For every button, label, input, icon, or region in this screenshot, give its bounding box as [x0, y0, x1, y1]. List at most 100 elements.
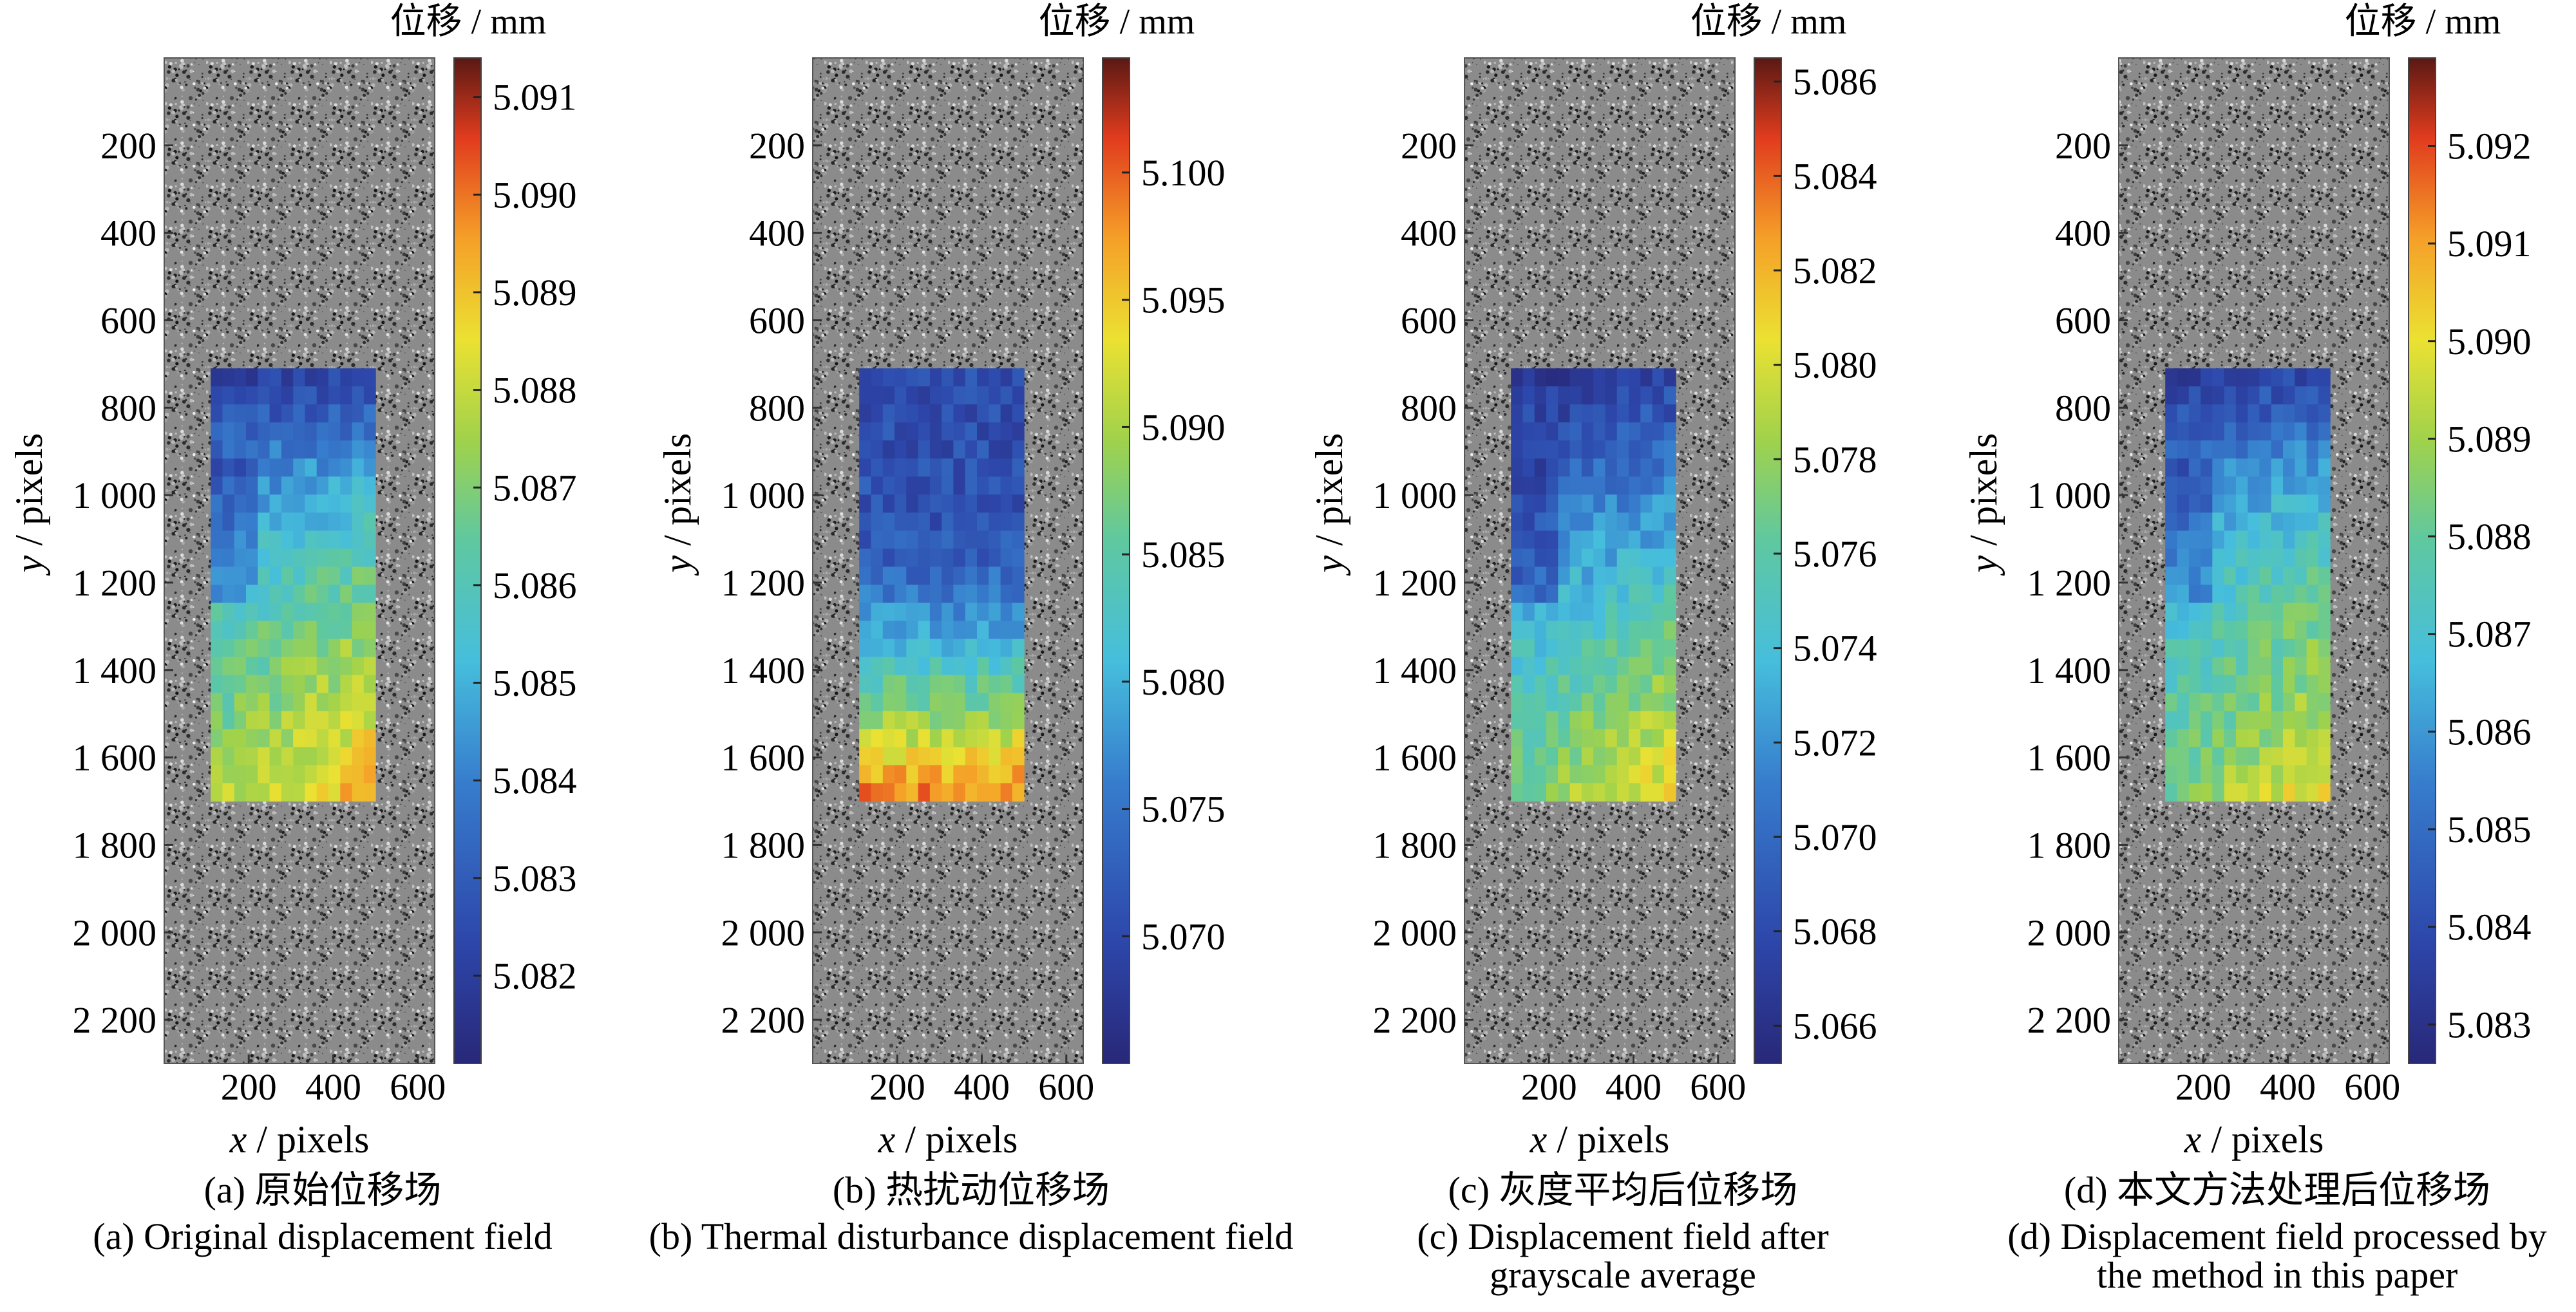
- heat-cell: [1629, 530, 1641, 549]
- heat-cell: [1012, 422, 1025, 441]
- heat-cell: [1012, 639, 1025, 657]
- heat-cell: [352, 458, 365, 477]
- heat-cell: [1570, 639, 1582, 657]
- heat-cell: [211, 657, 223, 675]
- heat-cell: [281, 693, 294, 711]
- colorbar-tick-label: 5.083: [493, 857, 577, 899]
- heat-cell: [364, 657, 376, 675]
- heat-cell: [2189, 585, 2201, 603]
- heat-cell: [2177, 440, 2190, 459]
- heat-cell: [352, 783, 365, 802]
- heat-cell: [2271, 512, 2284, 531]
- heat-cell: [977, 368, 989, 387]
- heat-cell: [1664, 512, 1676, 531]
- heat-cell: [2295, 693, 2307, 711]
- heat-cell: [859, 404, 871, 423]
- heat-cell: [2295, 440, 2307, 459]
- y-tick-label: 200: [1401, 125, 1457, 167]
- heat-cell: [1511, 639, 1523, 657]
- heat-cell: [2283, 765, 2295, 784]
- heat-cell: [2189, 440, 2201, 459]
- heat-cell: [1593, 404, 1605, 423]
- heat-cell: [2189, 512, 2201, 531]
- heat-cell: [918, 675, 931, 693]
- y-tick-label: 200: [749, 125, 805, 167]
- heat-cell: [953, 404, 965, 423]
- heat-cell: [293, 494, 305, 513]
- heat-cell: [930, 404, 942, 423]
- heat-cell: [1546, 494, 1558, 513]
- heat-cell: [1511, 548, 1523, 567]
- heat-cell: [977, 729, 989, 748]
- heat-cell: [1593, 639, 1605, 657]
- heat-cell: [1001, 404, 1013, 423]
- heat-cell: [258, 368, 270, 387]
- heat-cell: [2212, 548, 2224, 567]
- heat-cell: [871, 512, 884, 531]
- heat-cell: [918, 585, 931, 603]
- heat-cell: [1629, 639, 1641, 657]
- heat-cell: [258, 494, 270, 513]
- heat-cell: [1523, 765, 1535, 784]
- heat-cell: [883, 476, 895, 495]
- heat-cell: [270, 530, 282, 549]
- heat-cell: [1617, 585, 1629, 603]
- heat-cell: [293, 639, 305, 657]
- heat-cell: [234, 639, 247, 657]
- heat-cell: [223, 585, 235, 603]
- heat-cell: [1617, 603, 1629, 621]
- heat-cell: [895, 621, 907, 639]
- heat-cell: [246, 404, 258, 423]
- heat-cell: [1001, 548, 1013, 567]
- heat-cell: [293, 404, 305, 423]
- heat-cell: [918, 567, 931, 585]
- heat-cell: [2259, 711, 2271, 730]
- heat-cell: [305, 693, 317, 711]
- heat-cell: [871, 368, 884, 387]
- heat-cell: [989, 729, 1001, 748]
- heat-cell: [281, 530, 294, 549]
- heat-cell: [942, 422, 954, 441]
- heat-cell: [871, 603, 884, 621]
- heat-cell: [977, 639, 989, 657]
- heat-cell: [234, 711, 247, 730]
- heat-cell: [317, 548, 329, 567]
- heat-cell: [1012, 440, 1025, 459]
- heat-cell: [1535, 585, 1547, 603]
- heat-cell: [211, 603, 223, 621]
- heat-cell: [2236, 422, 2248, 441]
- heat-cell: [2236, 476, 2248, 495]
- heat-cell: [989, 639, 1001, 657]
- heat-cell: [930, 747, 942, 766]
- heat-cell: [2271, 368, 2284, 387]
- heat-cell: [2189, 368, 2201, 387]
- heat-cell: [246, 783, 258, 802]
- colorbar-tick-label: 5.088: [2447, 516, 2532, 558]
- heat-cell: [942, 476, 954, 495]
- y-tick-label: 1 000: [73, 474, 157, 516]
- heat-cell: [1664, 458, 1676, 477]
- heat-cell: [977, 603, 989, 621]
- heat-cell: [1570, 386, 1582, 405]
- heat-cell: [1593, 675, 1605, 693]
- y-tick-label: 2 000: [1373, 912, 1457, 953]
- heat-cell: [223, 548, 235, 567]
- heat-cell: [1523, 585, 1535, 603]
- heat-cell: [2212, 368, 2224, 387]
- heat-cell: [859, 494, 871, 513]
- heat-cell: [989, 693, 1001, 711]
- heat-cell: [2271, 476, 2284, 495]
- heat-cell: [942, 657, 954, 675]
- heat-cell: [352, 404, 365, 423]
- heat-cell: [1535, 476, 1547, 495]
- heat-cell: [895, 747, 907, 766]
- caption-cn: (a) 原始位移场: [204, 1169, 442, 1211]
- heat-cell: [1582, 404, 1594, 423]
- heat-cell: [1535, 783, 1547, 802]
- heat-cell: [234, 530, 247, 549]
- heat-cell: [305, 747, 317, 766]
- heat-cell: [1653, 548, 1665, 567]
- heat-cell: [1605, 404, 1617, 423]
- heat-cell: [989, 404, 1001, 423]
- heat-cell: [1570, 422, 1582, 441]
